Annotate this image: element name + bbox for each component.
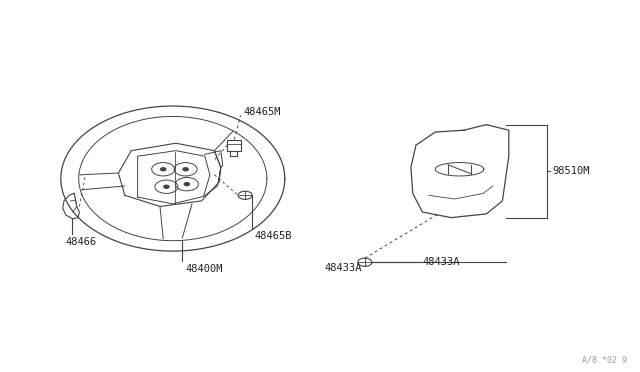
Text: 48400M: 48400M bbox=[186, 264, 223, 274]
Text: 48465B: 48465B bbox=[255, 231, 292, 241]
Text: A/8 *02 9: A/8 *02 9 bbox=[582, 356, 627, 365]
Text: 48465M: 48465M bbox=[244, 107, 282, 116]
Text: 48433A: 48433A bbox=[422, 257, 460, 267]
Text: 48466: 48466 bbox=[66, 237, 97, 247]
Circle shape bbox=[184, 183, 189, 186]
Circle shape bbox=[183, 168, 188, 171]
Text: 98510M: 98510M bbox=[552, 166, 590, 176]
Circle shape bbox=[161, 168, 166, 171]
Circle shape bbox=[164, 185, 169, 188]
Text: 48433A: 48433A bbox=[324, 263, 362, 273]
